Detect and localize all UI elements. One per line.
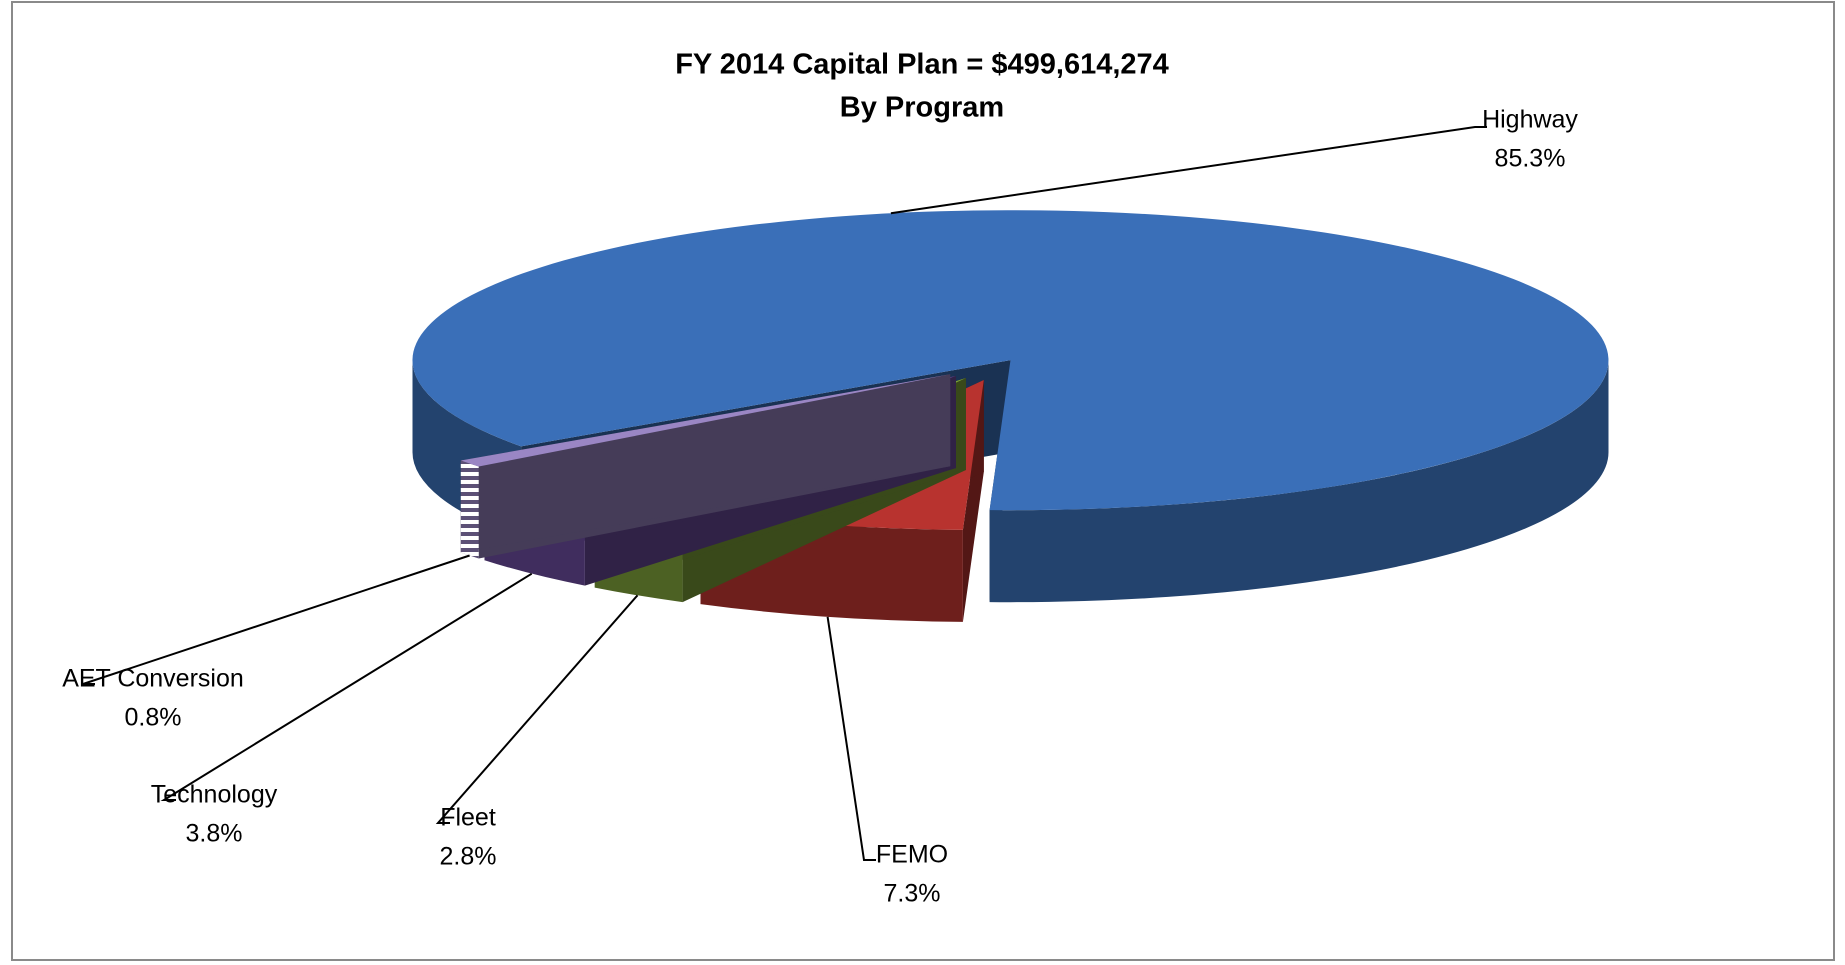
- slice-label: Highway: [1482, 106, 1578, 134]
- slice-side: [989, 360, 1609, 603]
- slice-label: Fleet: [440, 804, 496, 832]
- slice-side-stripes: [460, 460, 479, 559]
- slice: [412, 210, 1609, 511]
- leader-line: [826, 616, 876, 861]
- slice-label: FEMO: [876, 841, 948, 869]
- slice-value-label: 85.3%: [1495, 145, 1566, 173]
- slice-label: AET Conversion: [62, 665, 244, 693]
- leader-line: [82, 554, 470, 685]
- slice-value-label: 2.8%: [440, 843, 497, 871]
- leader-line: [890, 126, 1487, 215]
- slice-value-label: 7.3%: [884, 880, 941, 908]
- slice: [460, 374, 951, 467]
- chart-subtitle: By Program: [840, 92, 1004, 124]
- slice-wall: [460, 374, 951, 553]
- leader-line: [435, 594, 639, 824]
- slice-value-label: 0.8%: [125, 704, 182, 732]
- slice-value-label: 3.8%: [186, 820, 243, 848]
- leader-line: [160, 572, 533, 801]
- slice-label: Technology: [151, 781, 278, 809]
- chart-title: FY 2014 Capital Plan = $499,614,274: [675, 49, 1169, 81]
